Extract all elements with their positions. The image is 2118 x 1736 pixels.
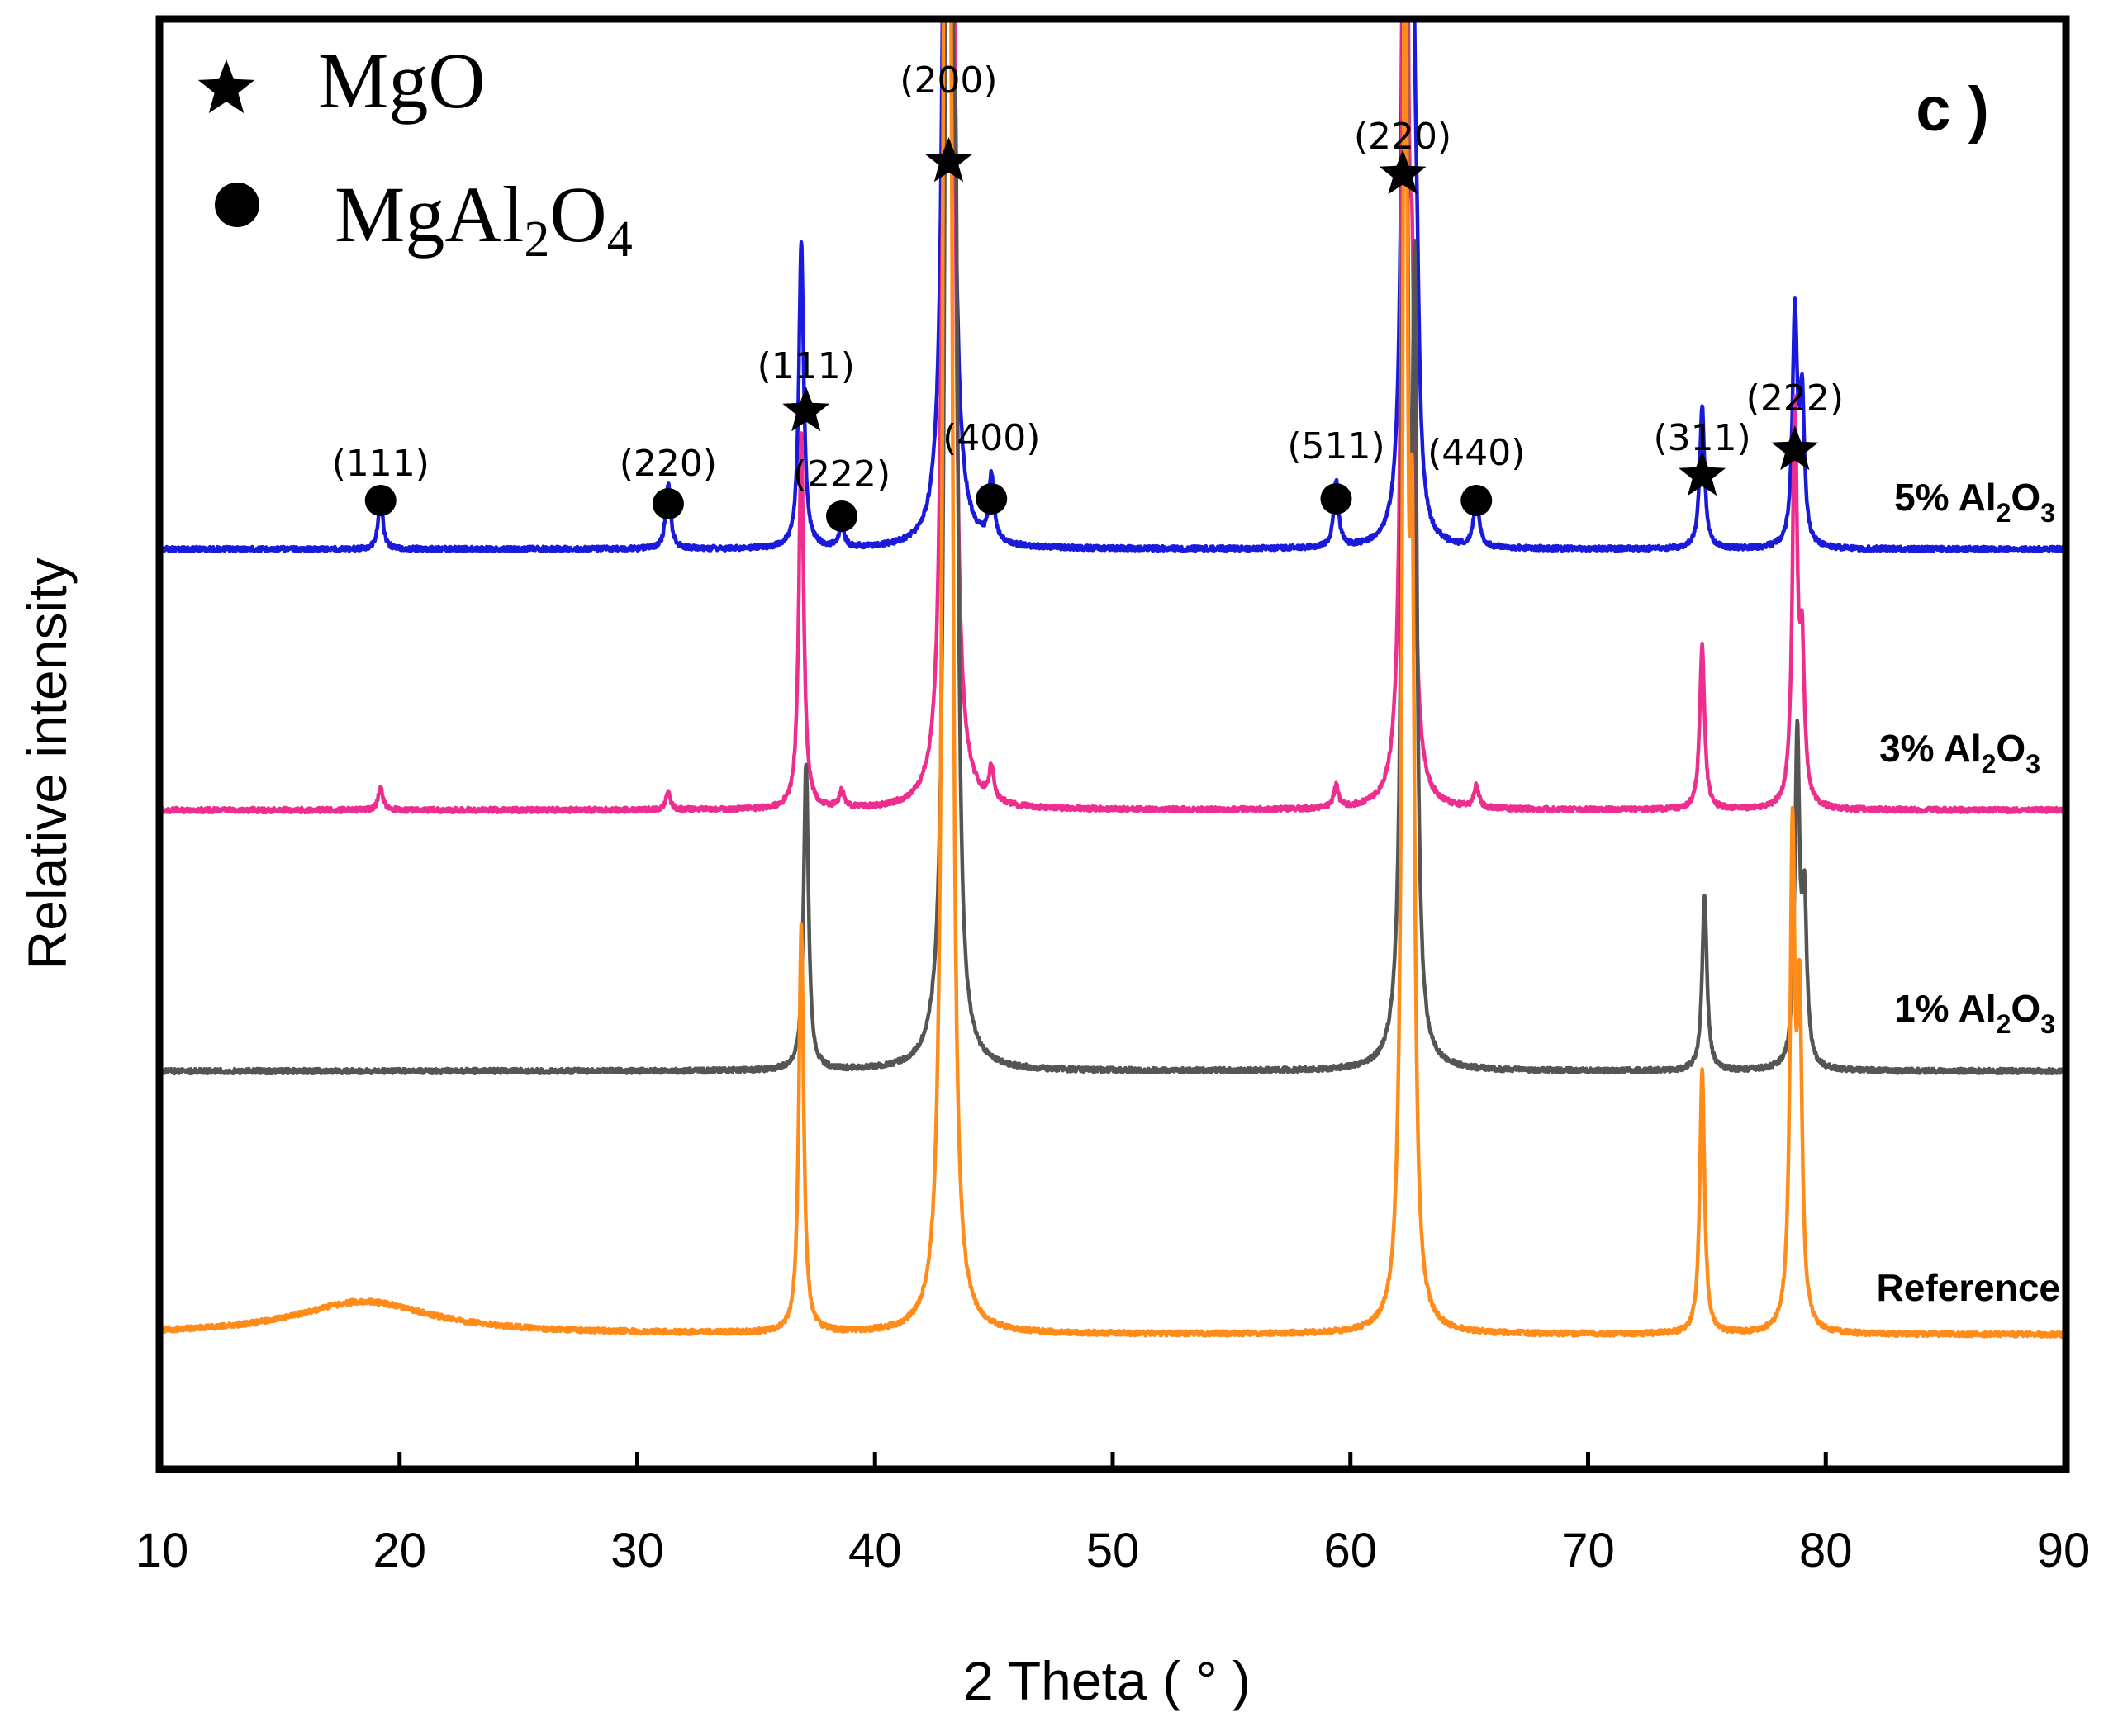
legend-mgal2o4-label: MgAl2O4 (335, 170, 633, 268)
peak-index-label: (222) (793, 453, 890, 496)
legend-formula-sub-4: 4 (607, 211, 633, 268)
peak-index-label: (111) (332, 443, 430, 485)
series-label-mid: O (1996, 727, 2025, 770)
legend-formula-sub-2: 2 (524, 211, 549, 268)
peak-marker-star-icon (782, 387, 830, 432)
x-tick-label: 10 (135, 1524, 189, 1577)
series-label-sub: 2 (1997, 498, 2011, 528)
legend-star-icon (197, 59, 255, 114)
legend-circle-marker (215, 183, 259, 227)
peak-index-label: (440) (1427, 432, 1525, 474)
x-tick-label: 40 (848, 1524, 902, 1577)
peak-marker-circle-icon (825, 500, 857, 532)
series-line-5-al2o3 (162, 21, 2063, 554)
series-label: Reference (1877, 1266, 2060, 1309)
peak-marker-circle-icon (364, 485, 397, 516)
series-label: 1% Al2O3 (1894, 987, 2055, 1039)
series-label-main: Reference (1877, 1266, 2060, 1309)
legend-formula-mgal: MgAl (335, 170, 524, 259)
series-label-sub: 3 (2040, 1009, 2055, 1039)
legend-mgo-label: MgO (318, 36, 486, 125)
peak-marker-circle-icon (1320, 483, 1352, 515)
series-label: 5% Al2O3 (1894, 476, 2055, 528)
peak-index-label: (111) (757, 345, 855, 387)
peak-annotations: (111) (220)(111)(222)(200)(400) (511)(220)… (332, 59, 1844, 532)
x-tick-label: 20 (373, 1524, 426, 1577)
peak-index-label: (400) (943, 417, 1040, 459)
series-label-mid: O (2011, 476, 2040, 519)
x-axis-title: 2 Theta ( ° ) (963, 1650, 1251, 1711)
series-label-sub: 3 (2025, 749, 2040, 779)
series-label-sub: 2 (1982, 749, 1997, 779)
series-label-main: 3% Al (1879, 727, 1982, 770)
series-line-reference (162, 21, 2063, 1339)
series-label-sub: 2 (1997, 1009, 2011, 1039)
x-axis: 10 20 30 40 50 60 70 80 90 (135, 1452, 2091, 1577)
x-tick-label: 60 (1323, 1524, 1377, 1577)
peak-index-label: (220) (620, 443, 717, 485)
x-tick-label: 30 (610, 1524, 664, 1577)
x-tick-label: 90 (2037, 1524, 2091, 1577)
panel-label: c ) (1916, 74, 1989, 145)
peak-index-label: (222) (1746, 377, 1844, 420)
peak-marker-star-icon (924, 137, 972, 183)
legend-formula-o: O (549, 170, 606, 259)
series-layer (162, 21, 2063, 1339)
series-line-3-al2o3 (162, 21, 2063, 815)
series-label-sub: 3 (2040, 498, 2055, 528)
peak-marker-circle-icon (652, 488, 684, 519)
series-label-mid: O (2011, 987, 2040, 1030)
series-line-1-al2o3 (162, 21, 2063, 1076)
peak-index-label: (511) (1287, 425, 1384, 467)
x-tick-label: 80 (1799, 1524, 1853, 1577)
peak-marker-star-icon (1379, 149, 1427, 195)
series-label-main: 5% Al (1894, 476, 1997, 519)
peak-marker-circle-icon (976, 483, 1008, 515)
x-tick-label: 70 (1561, 1524, 1615, 1577)
peak-marker-star-icon (1679, 451, 1726, 496)
x-tick-label: 50 (1086, 1524, 1140, 1577)
series-label-main: 1% Al (1894, 987, 1997, 1030)
peak-marker-circle-icon (1460, 485, 1493, 516)
series-label: 3% Al2O3 (1879, 727, 2040, 779)
legend-star-marker (197, 59, 255, 114)
legend: MgO MgAl2O4 (197, 36, 633, 268)
y-axis-title: Relative intensity (17, 558, 78, 970)
peak-marker-star-icon (1771, 425, 1819, 471)
peak-index-label: (200) (900, 59, 997, 102)
